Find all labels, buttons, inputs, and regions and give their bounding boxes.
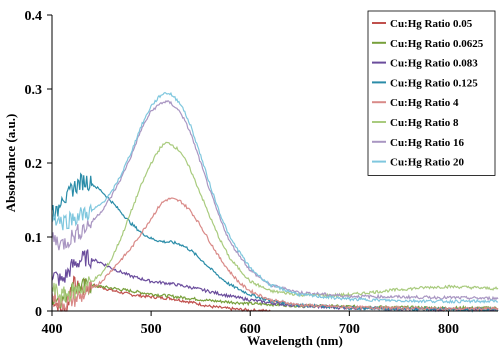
y-tick-label: 0 [35, 305, 42, 320]
y-tick-label: 0.3 [25, 83, 43, 98]
plot-lines [51, 91, 499, 313]
legend-label: Cu:Hg Ratio 0.125 [390, 77, 478, 89]
x-axis-title: Wavelength (nm) [247, 333, 343, 348]
series-line-8 [51, 91, 499, 304]
x-tick-label: 700 [339, 322, 360, 337]
y-tick-label: 0.1 [25, 231, 43, 246]
legend-label: Cu:Hg Ratio 0.0625 [390, 38, 484, 50]
y-tick-label: 0.2 [25, 157, 43, 172]
ticks: 0 0.1 0.2 0.3 0.4 400 500 600 700 800 [25, 9, 459, 337]
legend-label: Cu:Hg Ratio 0.083 [390, 58, 478, 70]
series-line-7 [51, 99, 499, 302]
x-tick-label: 500 [141, 322, 162, 337]
legend-box [367, 10, 496, 176]
series-line-5 [51, 197, 499, 312]
x-tick-label: 600 [240, 322, 261, 337]
legend-label: Cu:Hg Ratio 20 [390, 157, 464, 169]
x-tick-label: 800 [438, 322, 459, 337]
legend-label: Cu:Hg Ratio 16 [390, 137, 464, 149]
x-tick-label: 400 [42, 322, 63, 337]
legend: Cu:Hg Ratio 0.05 Cu:Hg Ratio 0.0625 Cu:Hg … [367, 10, 496, 176]
y-tick-label: 0.4 [25, 9, 43, 24]
legend-label: Cu:Hg Ratio 0.05 [390, 18, 473, 30]
y-axis-title: Absorbance (a.u.) [3, 114, 18, 213]
legend-label: Cu:Hg Ratio 8 [390, 117, 459, 129]
series-line-6 [51, 141, 499, 304]
legend-label: Cu:Hg Ratio 4 [390, 97, 459, 109]
